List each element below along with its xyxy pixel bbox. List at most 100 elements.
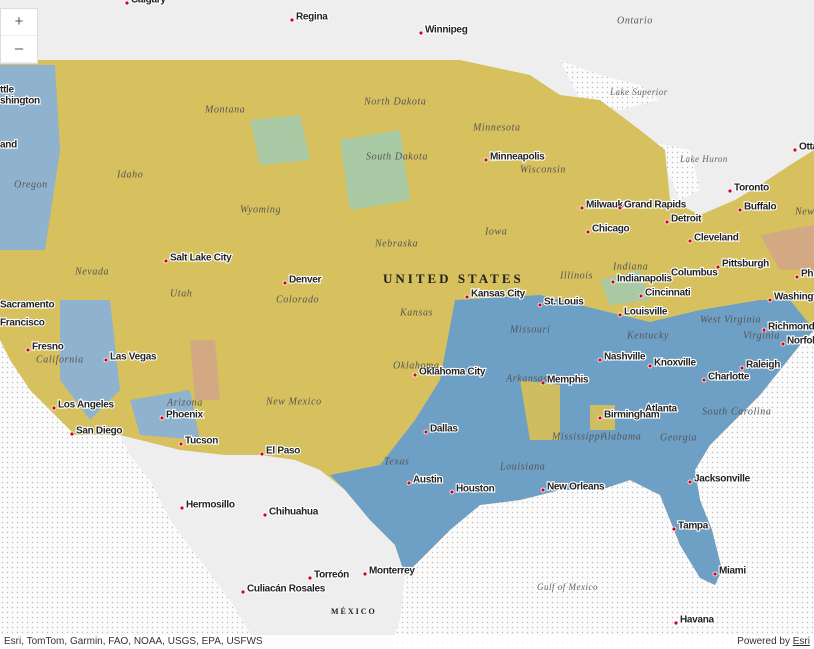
city-label: El Paso (266, 446, 300, 457)
city-label: St. Louis (544, 297, 584, 308)
mexico (120, 435, 405, 649)
city-label: and (0, 140, 17, 151)
city-label: Charlotte (708, 372, 750, 383)
city-dot (687, 479, 693, 485)
city-label: Havana (680, 615, 715, 626)
city-label: Sacramento (0, 300, 54, 311)
city-dot (483, 157, 489, 163)
yellow-patches (520, 380, 615, 440)
region-label: Oregon (14, 179, 48, 190)
city-dot (464, 294, 470, 300)
canada (0, 0, 814, 215)
country-label: UNITED STATES (383, 271, 524, 286)
blue-region (330, 295, 814, 585)
city-dot (715, 264, 721, 270)
city-dot (664, 219, 670, 225)
city-label: Calgary (131, 0, 166, 6)
city-dot (259, 451, 265, 457)
city-label: New Orleans (547, 482, 605, 493)
city-dot (25, 347, 31, 353)
city-dot (780, 341, 786, 347)
water-label: Gulf of Mexico (537, 582, 598, 592)
city-dot (597, 415, 603, 421)
city-dot (282, 280, 288, 286)
zoom-in[interactable]: + (1, 9, 37, 36)
city-label: Torreón (314, 570, 349, 581)
water-label: Lake Superior (609, 87, 668, 97)
city-dot (362, 571, 368, 577)
city-label: Culiacán Rosales (247, 584, 326, 595)
region-label: Nebraska (374, 238, 418, 249)
city-label: Atlanta (645, 404, 678, 415)
region-label: Virginia (743, 330, 780, 341)
city-dot (579, 205, 585, 211)
city-dot (406, 480, 412, 486)
zoom-control: + – (0, 8, 38, 64)
city-label: Kansas City (471, 289, 526, 300)
powered-by: Powered by Esri (737, 635, 810, 649)
city-label: Miami (719, 566, 746, 577)
city-label: Jacksonville (694, 474, 751, 485)
region-label: Illinois (559, 270, 593, 281)
region-label: Montana (204, 104, 245, 115)
city-dot (647, 363, 653, 369)
city-dot (761, 327, 767, 333)
city-label: Phoenix (166, 410, 204, 421)
city-label: Los Angeles (58, 400, 115, 411)
city-dot (51, 405, 57, 411)
city-label: Otta (799, 142, 814, 153)
region-label: Kansas (399, 307, 433, 318)
city-label: Detroit (671, 214, 702, 225)
city-label: Monterrey (369, 566, 415, 577)
city-dot (671, 526, 677, 532)
region-label: South Carolina (702, 406, 771, 417)
city-label: Washington (774, 292, 814, 303)
city-label: Oklahoma City (419, 367, 486, 378)
region-label: Georgia (660, 432, 697, 443)
city-label: ttle (0, 85, 15, 96)
city-dot (610, 279, 616, 285)
city-dot (739, 365, 745, 371)
region-label: Utah (170, 288, 192, 299)
city-dot (178, 441, 184, 447)
city-label: Francisco (0, 318, 45, 329)
city-label: Ph (801, 269, 813, 280)
city-dot (687, 238, 693, 244)
region-label: Missouri (509, 324, 550, 335)
region-label: Colorado (276, 294, 319, 305)
city-dot (673, 620, 679, 626)
city-label: Houston (456, 484, 495, 495)
zoom-out[interactable]: – (1, 36, 37, 63)
city-dot (103, 357, 109, 363)
city-dot (664, 273, 670, 279)
city-label: Raleigh (746, 360, 780, 371)
region-label: Texas (384, 456, 409, 467)
city-label: Buffalo (744, 202, 777, 213)
city-dot (537, 302, 543, 308)
city-label: Cleveland (694, 233, 739, 244)
city-dot (767, 297, 773, 303)
region-label: Arizona (166, 397, 203, 408)
city-label: Toronto (734, 183, 769, 194)
city-dot (307, 575, 313, 581)
city-label: Las Vegas (110, 352, 157, 363)
powered-by-text: Powered by (737, 636, 790, 647)
city-label: Richmond (768, 322, 814, 333)
country-label: MÉXICO (331, 606, 377, 616)
city-label: San Diego (76, 426, 122, 437)
region-label: Indiana (612, 261, 648, 272)
green-patches (250, 115, 650, 305)
region-label: Idaho (116, 169, 143, 180)
city-label: Columbus (671, 268, 718, 279)
city-label: Louisville (624, 307, 668, 318)
region-label: Wisconsin (520, 164, 566, 175)
city-label: Birmingham (604, 410, 660, 421)
region-label: Alabama (600, 431, 641, 442)
city-dot (163, 258, 169, 264)
city-dot (540, 380, 546, 386)
esri-link[interactable]: Esri (792, 636, 810, 647)
city-dot (418, 30, 424, 36)
city-dot (540, 487, 546, 493)
city-label: Winnipeg (425, 25, 468, 36)
